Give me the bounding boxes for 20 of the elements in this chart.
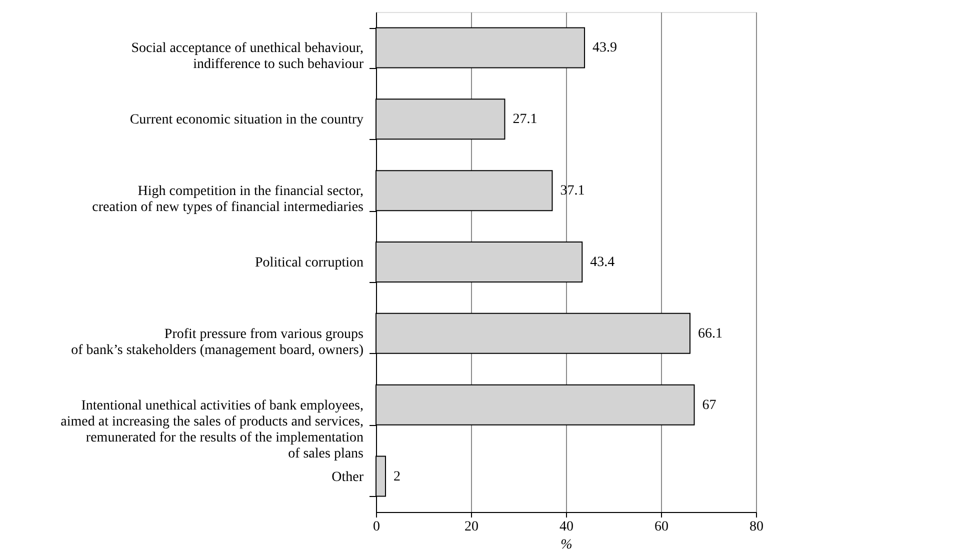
- y-tick-label: Social acceptance of unethical behaviour, indifference to such behaviour: [131, 41, 364, 72]
- y-tick-label: Intentional unethical activities of bank employees, aimed at increasing the sales of products and services, remunerated for the results of the implementation of sales plans: [60, 398, 364, 462]
- y-tick-label: Current economic situation in the country: [130, 112, 364, 128]
- x-tick-label: 40: [560, 520, 574, 534]
- x-tick-label: 0: [373, 520, 380, 534]
- data-label: 43.9: [592, 40, 618, 56]
- data-label: 66.1: [698, 326, 722, 342]
- x-tick-label: 20: [464, 520, 478, 534]
- y-tick-label: High competition in the financial sector, creation of new types of financial intermediaries: [92, 184, 364, 216]
- x-tick-label: 80: [750, 520, 764, 534]
- y-tick-label: Profit pressure from various groups of bank’s stakeholders (management board, owners): [71, 326, 364, 358]
- data-label: 37.1: [560, 184, 585, 199]
- data-label: 43.4: [590, 255, 615, 270]
- y-tick-label: Other: [332, 470, 364, 485]
- data-label: 27.1: [512, 112, 538, 128]
- x-tick-label: 60: [654, 520, 668, 534]
- x-axis-title: %: [560, 538, 572, 552]
- data-label: 2: [394, 469, 400, 484]
- y-tick-label: Political corruption: [255, 256, 364, 270]
- data-label: 67: [702, 398, 716, 413]
